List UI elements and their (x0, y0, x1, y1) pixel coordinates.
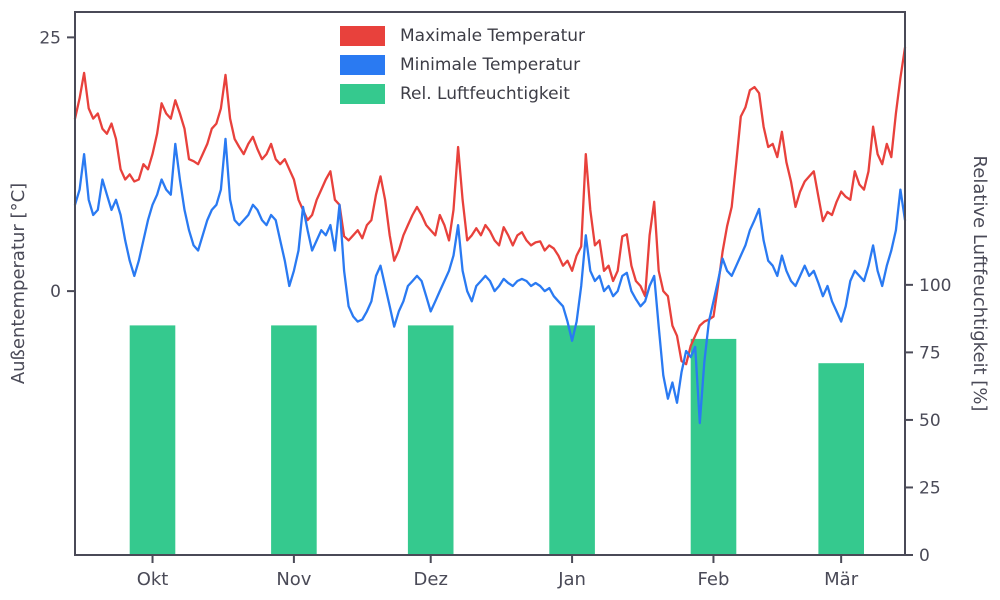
x-tick-label-Mär: Mär (824, 569, 859, 590)
left-tick-label: 25 (39, 28, 61, 48)
x-tick-label-Dez: Dez (414, 569, 448, 590)
chart-legend: Maximale Temperatur Minimale Temperatur … (340, 26, 585, 104)
humidity-bar-Okt (129, 325, 176, 555)
legend-label-max-temp: Maximale Temperatur (400, 26, 586, 46)
x-tick-label-Okt: Okt (137, 569, 169, 590)
legend-swatch-humidity (340, 84, 385, 104)
right-axis-title: Relative Luftfeuchtigkeit [%] (969, 156, 990, 412)
humidity-bar-Dez (407, 325, 454, 555)
legend-entry-max-temp: Maximale Temperatur (340, 26, 585, 46)
left-axis-title: Außentemperatur [°C] (8, 183, 29, 384)
legend-swatch-min-temp (340, 55, 385, 75)
x-tick-label-Jan: Jan (557, 569, 586, 590)
x-tick-label-Nov: Nov (276, 569, 311, 590)
legend-swatch-max-temp (340, 26, 385, 46)
humidity-bar-Nov (271, 325, 317, 555)
legend-label-humidity: Rel. Luftfeuchtigkeit (400, 84, 570, 104)
max-temp-line (73, 46, 907, 366)
humidity-bar-Mär (818, 363, 864, 555)
right-tick-label: 50 (919, 411, 941, 431)
legend-entry-humidity: Rel. Luftfeuchtigkeit (340, 84, 585, 104)
right-tick-label: 75 (919, 343, 941, 363)
min-temp-line (73, 137, 907, 425)
x-tick-label-Feb: Feb (698, 569, 730, 590)
right-tick-label: 0 (919, 546, 930, 566)
humidity-bar-Jan (549, 325, 595, 555)
legend-label-min-temp: Minimale Temperatur (400, 55, 581, 75)
right-tick-label: 25 (919, 478, 941, 498)
right-tick-label: 100 (919, 276, 951, 296)
humidity-bars (129, 325, 864, 555)
humidity-bar-Feb (690, 338, 737, 555)
plot-border (74, 11, 906, 556)
legend-entry-min-temp: Minimale Temperatur (340, 55, 585, 75)
left-tick-label: 0 (50, 282, 61, 302)
